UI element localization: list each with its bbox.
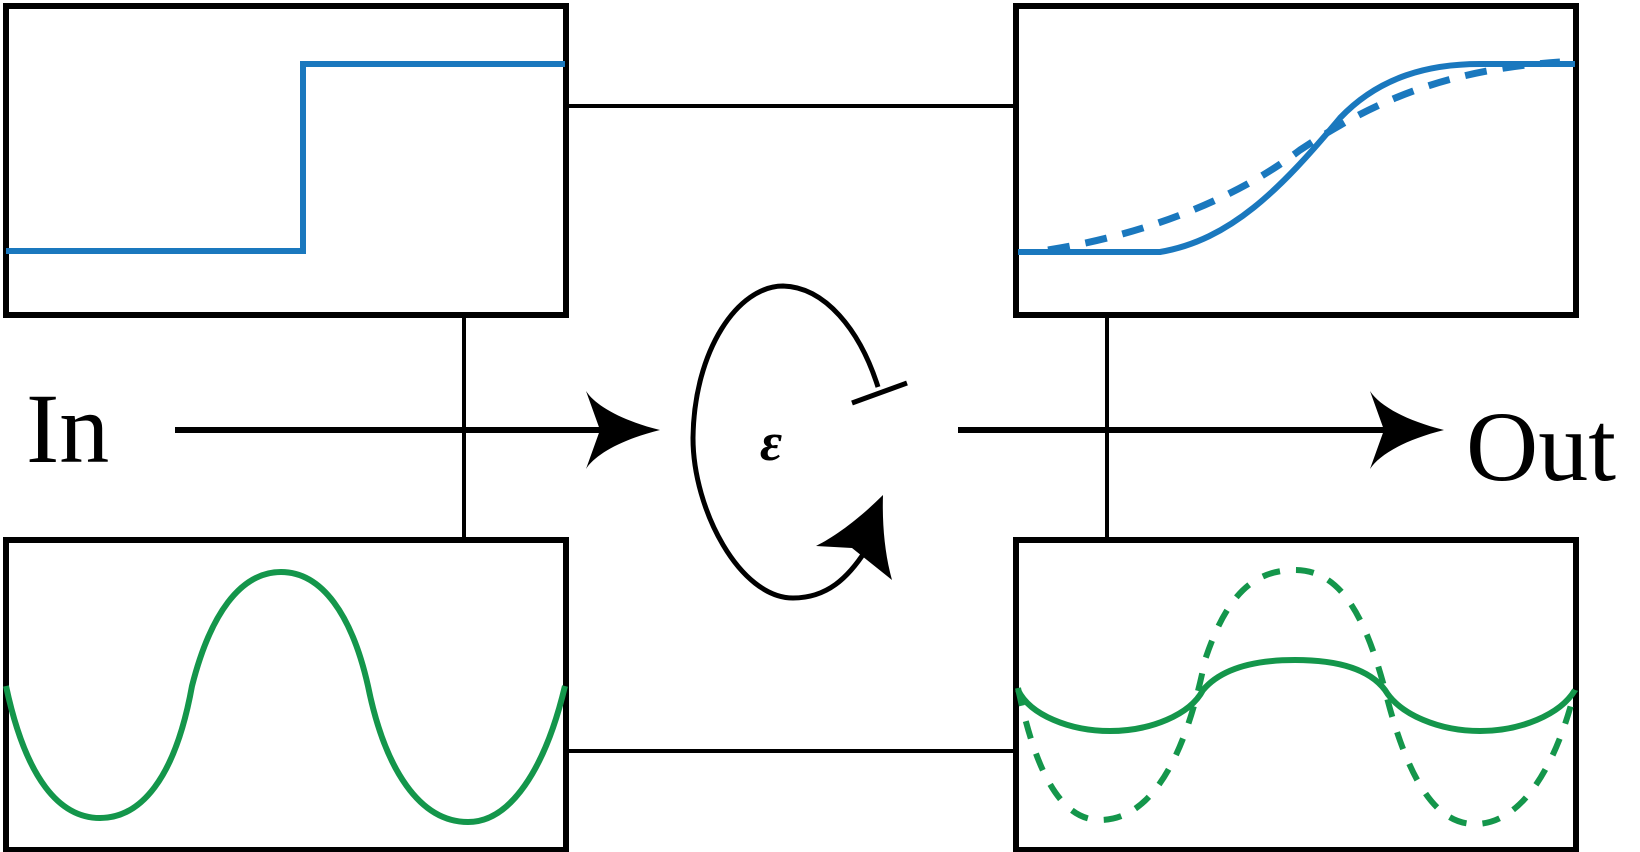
output-arrow	[958, 391, 1444, 469]
step-response-dashed-line	[1047, 58, 1561, 254]
input-label: In	[26, 373, 109, 484]
loop-end-bar	[851, 380, 908, 406]
panel-frame	[3, 3, 569, 318]
operator-symbol: ε	[760, 412, 782, 472]
panel-frame	[1013, 3, 1579, 318]
step-response-solid-line	[1018, 61, 1575, 255]
input-arrowhead	[586, 391, 660, 469]
step-signal-line	[6, 61, 565, 254]
loop-curve	[690, 283, 881, 601]
panel-frame	[3, 537, 569, 852]
panel-input-step	[3, 3, 569, 318]
input-arrow	[175, 391, 660, 469]
amplified-wave-dashed-line	[1015, 566, 1578, 828]
panel-input-wave	[3, 537, 569, 852]
loop-arrowhead	[816, 495, 892, 580]
damped-wave-line	[1015, 656, 1578, 735]
output-arrowhead	[1370, 391, 1444, 469]
output-label: Out	[1466, 391, 1616, 502]
operator-loop	[690, 283, 908, 601]
panel-frame	[1013, 537, 1579, 852]
panel-output-step	[1013, 3, 1579, 318]
panel-output-wave	[1013, 537, 1579, 852]
wave-signal-line	[3, 568, 568, 826]
